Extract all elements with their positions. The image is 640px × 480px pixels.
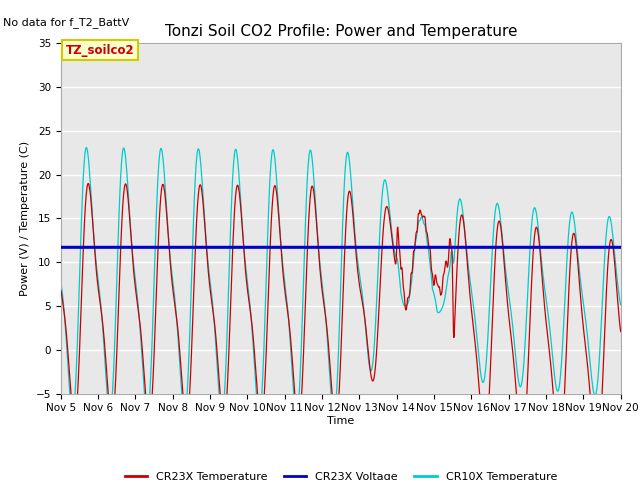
CR10X Temperature bbox=[83, 144, 90, 150]
CR23X Temperature bbox=[244, 294, 252, 300]
CR10X Temperature bbox=[617, 302, 625, 308]
CR10X Temperature bbox=[551, 377, 559, 383]
CR23X Voltage bbox=[550, 244, 558, 250]
CR23X Temperature bbox=[57, 288, 65, 293]
Text: No data for f_T2_BattV: No data for f_T2_BattV bbox=[3, 17, 129, 28]
CR23X Temperature bbox=[551, 408, 559, 414]
CR23X Temperature bbox=[617, 329, 625, 335]
Text: TZ_soilco2: TZ_soilco2 bbox=[66, 44, 134, 57]
Legend: CR23X Temperature, CR23X Voltage, CR10X Temperature: CR23X Temperature, CR23X Voltage, CR10X … bbox=[120, 467, 561, 480]
CR23X Temperature bbox=[593, 454, 601, 460]
Title: Tonzi Soil CO2 Profile: Power and Temperature: Tonzi Soil CO2 Profile: Power and Temper… bbox=[164, 24, 517, 39]
CR10X Temperature bbox=[168, 272, 176, 278]
CR23X Voltage bbox=[501, 244, 509, 250]
CR23X Voltage bbox=[57, 244, 65, 250]
CR23X Voltage bbox=[428, 244, 435, 250]
CR10X Temperature bbox=[244, 287, 252, 292]
CR10X Temperature bbox=[182, 407, 189, 412]
CR23X Voltage bbox=[182, 244, 189, 250]
Line: CR23X Temperature: CR23X Temperature bbox=[61, 183, 621, 457]
CR10X Temperature bbox=[57, 281, 65, 287]
CR23X Voltage bbox=[244, 244, 252, 250]
Line: CR10X Temperature: CR10X Temperature bbox=[61, 147, 621, 415]
CR23X Voltage bbox=[617, 244, 625, 250]
CR23X Temperature bbox=[428, 270, 436, 276]
CR23X Temperature bbox=[84, 180, 92, 186]
CR23X Temperature bbox=[182, 417, 189, 423]
CR10X Temperature bbox=[330, 412, 338, 418]
CR23X Temperature bbox=[168, 280, 176, 286]
Y-axis label: Power (V) / Temperature (C): Power (V) / Temperature (C) bbox=[20, 141, 30, 296]
X-axis label: Time: Time bbox=[327, 416, 355, 426]
CR10X Temperature bbox=[502, 267, 509, 273]
CR23X Temperature bbox=[501, 274, 509, 279]
CR10X Temperature bbox=[429, 286, 436, 292]
CR23X Voltage bbox=[168, 244, 175, 250]
